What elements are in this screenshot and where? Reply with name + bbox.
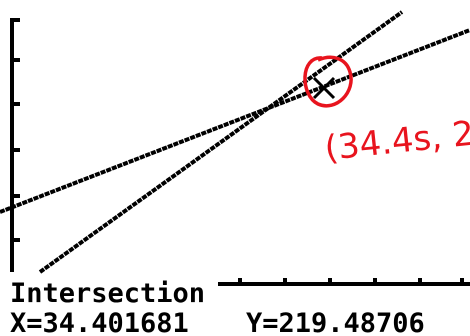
- x-readout: X=34.401681: [10, 308, 189, 336]
- page: (34.4s, 2 Intersection X=34.401681 Y=219…: [0, 0, 470, 336]
- y-readout: Y=219.48706: [246, 308, 425, 336]
- calculator-screen: (34.4s, 2 Intersection X=34.401681 Y=219…: [0, 0, 470, 336]
- intersection-label: Intersection: [10, 278, 205, 309]
